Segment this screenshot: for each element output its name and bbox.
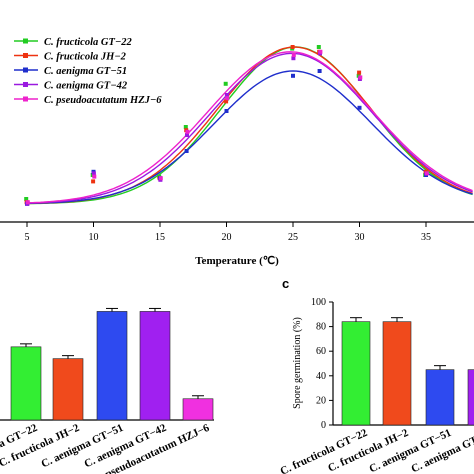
data-point-4-5 (291, 53, 296, 57)
data-point-3-3 (185, 133, 189, 137)
panel-c-y-tick-label: 80 (316, 322, 326, 333)
panel-c-bar-1 (382, 321, 412, 426)
data-point-0-4 (223, 81, 228, 86)
legend-marker-0 (23, 38, 28, 44)
panel-c-y-tick-label: 60 (316, 346, 326, 357)
x-tick-label: 5 (25, 232, 30, 243)
data-point-1-5 (290, 45, 295, 49)
temperature-growth-chart: 5 10 15 20 25 30 35 Temperature (℃) C. fructicol… (0, 37, 474, 267)
panel-c-bar-2 (425, 369, 455, 426)
data-point-3-4 (224, 93, 229, 97)
legend-marker-4 (23, 96, 28, 102)
panel-c-bar-0 (341, 321, 371, 426)
data-point-2-3 (184, 149, 189, 153)
data-point-2-7 (357, 105, 362, 110)
panel-c-y-tick-label: 40 (316, 371, 326, 382)
legend-label-2: C. aenigma GT−51 (44, 66, 127, 77)
data-point-3-1 (91, 171, 96, 176)
data-point-4-2 (158, 176, 163, 181)
data-point-3-5 (291, 56, 296, 61)
panel-c-y-tick-label: 0 (321, 420, 326, 431)
panel-b-bar-3 (139, 311, 171, 421)
panel-c-label: c (282, 276, 289, 291)
panel-b-bar-4 (182, 398, 214, 421)
data-point-2-4 (224, 109, 229, 113)
panel-c-bar-3 (467, 369, 474, 426)
legend-label-0: C. fructicola GT−22 (44, 37, 132, 48)
fit-curve-0 (26, 46, 473, 205)
panel-b-bar-1 (52, 358, 84, 421)
panel-c-y-tick-label: 100 (311, 297, 326, 308)
fit-curve-3 (26, 52, 473, 204)
data-point-0-3 (183, 125, 188, 129)
legend-marker-3 (23, 82, 28, 87)
data-point-4-0 (25, 200, 30, 205)
legend-label-4: C. pseudoacutatum HZJ−6 (44, 95, 162, 106)
panel-b-bar-0 (10, 346, 42, 421)
x-axis-title: Temperature (℃) (195, 255, 279, 267)
data-point-2-6 (317, 69, 322, 73)
panel-c-y-axis-title: Spore germination (%) (292, 317, 303, 409)
data-point-0-6 (316, 45, 321, 49)
legend-marker-2 (23, 67, 28, 73)
legend-label-3: C. aenigma GT−42 (44, 81, 128, 92)
data-point-4-1 (92, 174, 97, 179)
data-point-1-1 (91, 179, 96, 184)
x-tick-label: 30 (355, 232, 365, 243)
fit-curve-4 (26, 51, 473, 204)
panel-c-y-tick-label: 20 (316, 395, 326, 406)
data-point-1-4 (224, 99, 229, 104)
legend-label-1: C. fructicola JH−2 (44, 52, 127, 63)
data-point-1-7 (357, 70, 362, 75)
x-tick-label: 20 (222, 232, 232, 243)
x-tick-label: 10 (89, 232, 99, 243)
fit-curve-2 (26, 70, 473, 205)
x-tick-label: 25 (288, 232, 298, 243)
bar-chart-panel-b: C. fructicola GT−22C. fructicola JH−2C. … (0, 307, 214, 474)
data-point-4-4 (225, 96, 230, 101)
x-tick-label: 35 (421, 232, 431, 243)
data-point-4-8 (424, 171, 429, 176)
panel-b-bar-2 (96, 311, 128, 421)
data-point-4-7 (358, 75, 363, 80)
x-tick-label: 15 (155, 232, 165, 243)
data-point-0-0 (24, 197, 29, 201)
data-point-4-6 (318, 49, 323, 54)
data-point-2-5 (291, 73, 295, 78)
data-point-4-3 (185, 129, 190, 134)
legend-marker-1 (23, 53, 28, 58)
